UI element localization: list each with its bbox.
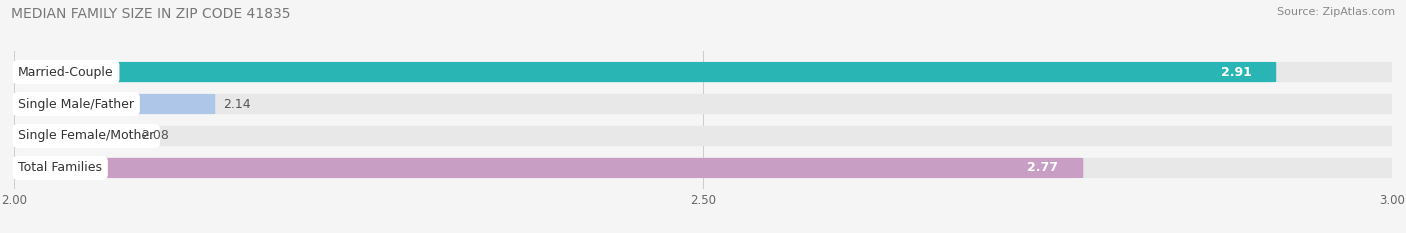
FancyBboxPatch shape (6, 158, 1083, 178)
Text: Married-Couple: Married-Couple (18, 65, 114, 79)
FancyBboxPatch shape (6, 126, 1400, 146)
Text: 2.08: 2.08 (141, 130, 169, 143)
FancyBboxPatch shape (6, 94, 215, 114)
Text: 2.77: 2.77 (1028, 161, 1059, 175)
FancyBboxPatch shape (6, 158, 1400, 178)
Text: Single Male/Father: Single Male/Father (18, 97, 134, 110)
Text: Source: ZipAtlas.com: Source: ZipAtlas.com (1277, 7, 1395, 17)
FancyBboxPatch shape (6, 94, 1400, 114)
Text: Total Families: Total Families (18, 161, 103, 175)
Text: MEDIAN FAMILY SIZE IN ZIP CODE 41835: MEDIAN FAMILY SIZE IN ZIP CODE 41835 (11, 7, 291, 21)
Text: Single Female/Mother: Single Female/Mother (18, 130, 155, 143)
Text: 2.14: 2.14 (224, 97, 252, 110)
FancyBboxPatch shape (6, 62, 1400, 82)
Text: 2.91: 2.91 (1220, 65, 1251, 79)
FancyBboxPatch shape (6, 126, 132, 146)
FancyBboxPatch shape (6, 62, 1277, 82)
